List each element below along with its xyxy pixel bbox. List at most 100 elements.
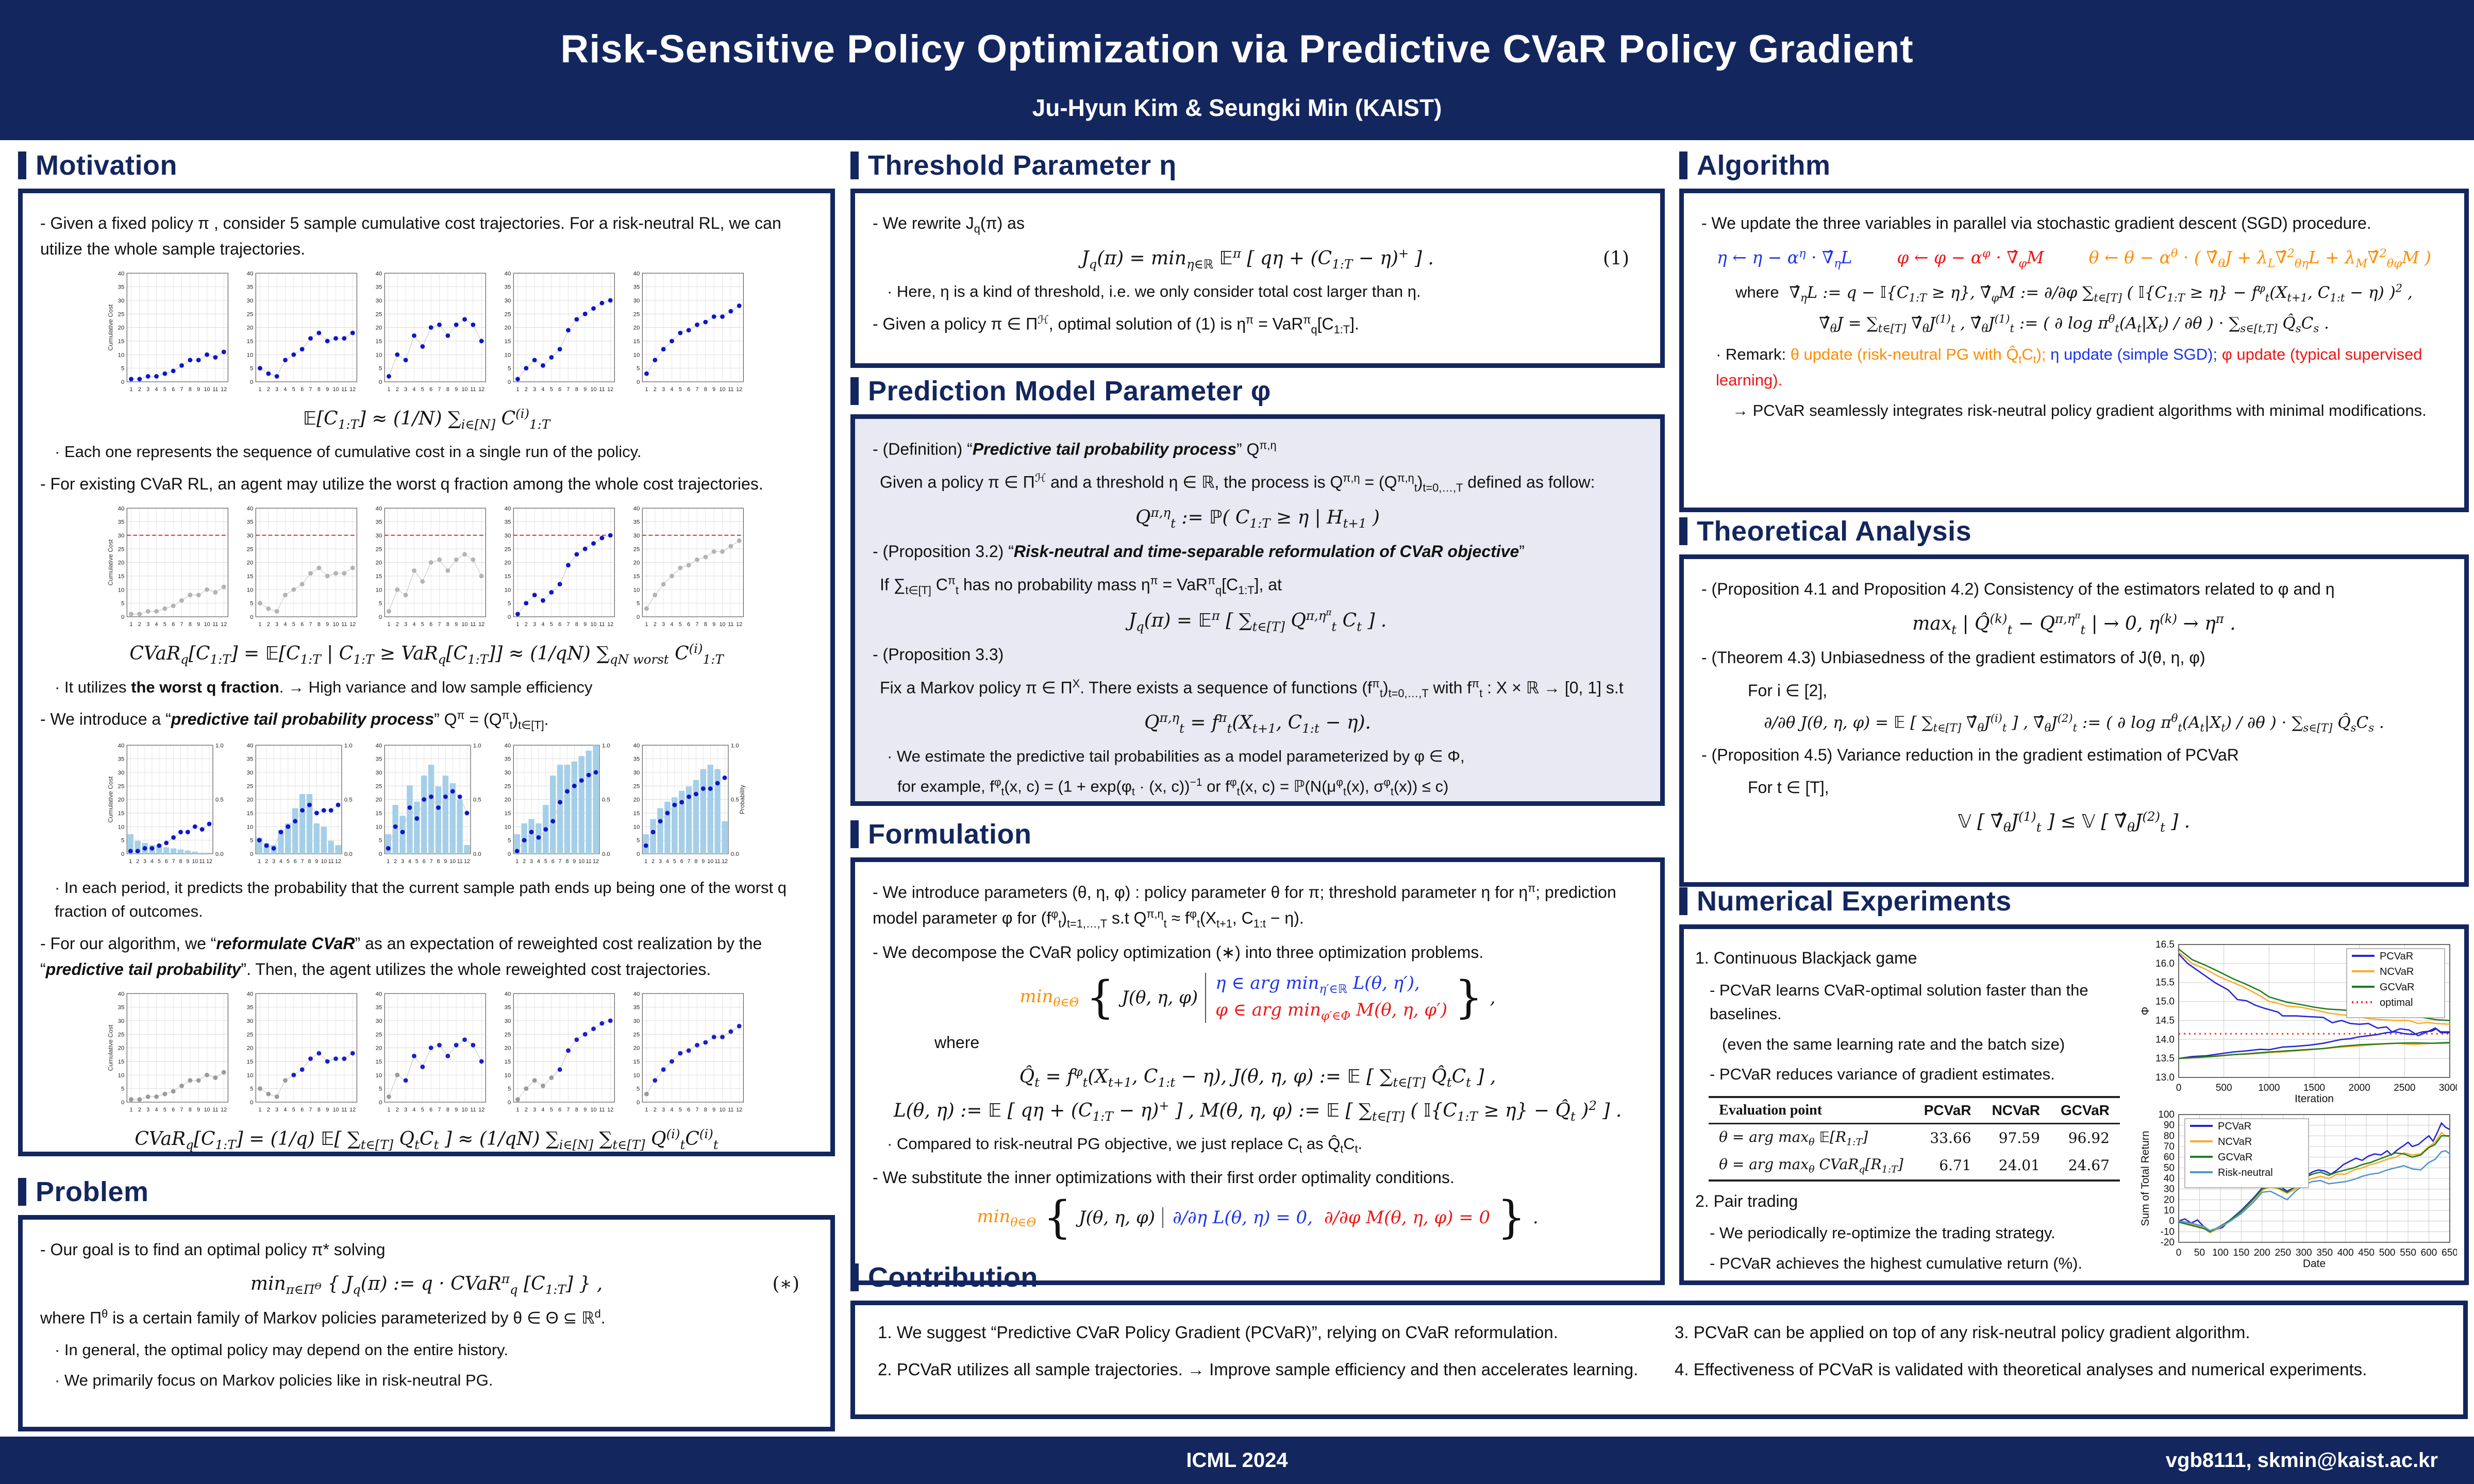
svg-text:1: 1 <box>258 386 261 393</box>
svg-text:12: 12 <box>349 386 356 393</box>
svg-text:2: 2 <box>395 1107 398 1113</box>
svg-text:3: 3 <box>533 1107 536 1113</box>
svg-text:7: 7 <box>695 386 698 393</box>
svg-text:4: 4 <box>541 621 544 628</box>
svg-text:9: 9 <box>455 621 458 628</box>
theta-update: θ ← θ − αθ · ( ∇̂θJ + λL∇̂2θηL + λM∇̂2θφ… <box>2088 246 2431 271</box>
svg-text:14.0: 14.0 <box>2155 1034 2175 1045</box>
formulation-p1: - We introduce parameters (θ, η, φ) : po… <box>873 882 1616 931</box>
svg-text:0: 0 <box>379 851 382 857</box>
section-bar <box>1679 151 1687 179</box>
svg-text:8: 8 <box>446 386 449 393</box>
svg-text:650: 650 <box>2442 1247 2457 1258</box>
svg-text:6: 6 <box>300 1107 304 1113</box>
svg-text:2: 2 <box>138 1107 141 1113</box>
algorithm-header: Algorithm <box>1679 149 2469 181</box>
numerical-b3: - PCVaR reduces variance of gradient est… <box>1710 1065 2055 1084</box>
svg-text:20: 20 <box>504 560 511 566</box>
svg-text:1: 1 <box>515 858 519 865</box>
table-header-evaluation-point: Evaluation point <box>1719 1102 1823 1118</box>
section-title: Contribution <box>868 1262 1038 1293</box>
svg-text:7: 7 <box>566 621 570 628</box>
svg-text:30: 30 <box>633 1018 640 1024</box>
svg-text:10: 10 <box>504 352 511 359</box>
table-cell-ncvar: 97.59 <box>1998 1129 2040 1146</box>
prediction-f2: Jq(π) = 𝔼π [ ∑t∈[T] Qπ,ηπt Ct ] . <box>1128 607 1387 634</box>
svg-text:4: 4 <box>279 858 282 865</box>
svg-text:9: 9 <box>326 1107 329 1113</box>
svg-text:10: 10 <box>633 824 640 830</box>
svg-text:3: 3 <box>662 621 665 628</box>
svg-text:4: 4 <box>665 858 668 865</box>
svg-text:7: 7 <box>695 621 698 628</box>
svg-text:5: 5 <box>415 858 418 865</box>
svg-text:4: 4 <box>412 1107 415 1113</box>
svg-text:15: 15 <box>633 811 640 817</box>
svg-text:35: 35 <box>246 284 253 291</box>
svg-text:350: 350 <box>2316 1247 2333 1258</box>
problem-box: - Our goal is to find an optimal policy … <box>18 1215 835 1431</box>
svg-text:11: 11 <box>470 1107 476 1113</box>
table-cell-gcvar: 96.92 <box>2068 1129 2110 1146</box>
section-bar <box>18 1178 26 1206</box>
svg-text:10: 10 <box>590 386 596 393</box>
svg-text:5: 5 <box>421 386 424 393</box>
svg-text:20: 20 <box>633 560 640 566</box>
svg-text:40: 40 <box>504 743 511 749</box>
svg-text:12: 12 <box>607 621 613 628</box>
svg-text:9: 9 <box>455 386 458 393</box>
svg-text:7: 7 <box>172 858 175 865</box>
svg-text:4: 4 <box>670 1107 673 1113</box>
svg-text:30: 30 <box>633 298 640 304</box>
svg-text:6: 6 <box>558 1107 561 1113</box>
motivation-p4: - For our algorithm, we “reformulate CVa… <box>40 934 762 979</box>
svg-text:5: 5 <box>163 386 166 393</box>
formulation-box: - We introduce parameters (θ, η, φ) : po… <box>850 857 1665 1285</box>
svg-text:11: 11 <box>328 858 333 865</box>
svg-text:7: 7 <box>566 1107 570 1113</box>
svg-text:4: 4 <box>155 1107 158 1113</box>
svg-text:5: 5 <box>121 601 124 607</box>
theory-p1: - (Proposition 4.1 and Proposition 4.2) … <box>1701 580 2335 598</box>
svg-text:4: 4 <box>541 386 544 393</box>
prediction-p1: Given a policy π ∈ Πℋ and a threshold η … <box>880 471 1595 495</box>
svg-text:12: 12 <box>736 621 742 628</box>
svg-text:4: 4 <box>150 858 153 865</box>
svg-text:12: 12 <box>464 858 470 865</box>
svg-text:1: 1 <box>129 386 132 393</box>
svg-text:10: 10 <box>204 621 210 628</box>
svg-text:0.0: 0.0 <box>473 851 481 857</box>
svg-text:6: 6 <box>680 858 683 865</box>
svg-text:11: 11 <box>714 858 720 865</box>
svg-text:10: 10 <box>246 352 253 359</box>
formulation-w1: Q̂t = fφt(Xt+1, C1:t − η), J(θ, η, φ) :=… <box>1019 1064 1496 1090</box>
section-theoretical-analysis: Theoretical Analysis - (Proposition 4.1 … <box>1679 515 2469 887</box>
svg-text:16.5: 16.5 <box>2155 939 2175 950</box>
formulation-p2: - We decompose the CVaR policy optimizat… <box>873 943 1484 962</box>
svg-text:9: 9 <box>701 858 705 865</box>
svg-text:15.0: 15.0 <box>2155 997 2175 1007</box>
section-bar <box>1679 517 1687 545</box>
svg-text:6: 6 <box>687 1107 690 1113</box>
svg-text:3: 3 <box>143 858 146 865</box>
svg-text:11: 11 <box>586 858 591 865</box>
svg-text:5: 5 <box>637 838 640 844</box>
svg-text:1500: 1500 <box>2303 1083 2325 1093</box>
blackjack-convergence-chart: 0 500 1000 1500 2000 2500 3000 13.0 13.5 14.0 14.5… <box>2137 938 2457 1108</box>
svg-text:5: 5 <box>379 838 382 844</box>
numerical-h1: 1. Continuous Blackjack game <box>1695 949 1917 967</box>
svg-text:10: 10 <box>332 386 339 393</box>
problem-objective: minπ∈ΠΘ { Jq(π) := q · CVaRπq [C1:T] } ,… <box>250 1271 799 1297</box>
section-bar <box>850 820 859 848</box>
svg-text:8: 8 <box>188 386 191 393</box>
section-bar <box>850 1263 859 1291</box>
svg-text:40: 40 <box>633 506 640 512</box>
contact-email: vgb8111, skmin@kaist.ac.kr <box>2165 1449 2438 1472</box>
svg-text:25: 25 <box>633 311 640 317</box>
svg-text:6: 6 <box>164 858 168 865</box>
prediction-b2: for example, fφt(x, c) = (1 + exp(φt · (… <box>897 777 1449 798</box>
svg-text:20: 20 <box>246 1045 253 1052</box>
